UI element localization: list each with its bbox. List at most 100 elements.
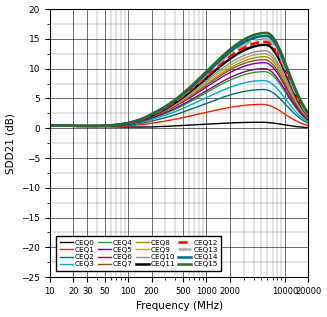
CEQ3 xyxy=(306,120,310,124)
CEQ13 xyxy=(94,124,98,128)
CEQ12 xyxy=(115,123,119,127)
CEQ5 xyxy=(90,124,94,128)
CEQ0 xyxy=(220,121,224,125)
CEQ8 xyxy=(221,71,225,74)
Line: CEQ0: CEQ0 xyxy=(50,122,308,128)
CEQ11 xyxy=(201,80,205,83)
CEQ12 xyxy=(306,113,310,117)
CEQ13 xyxy=(115,123,119,127)
CEQ4 xyxy=(165,111,169,115)
CEQ8 xyxy=(243,59,247,62)
CEQ15 xyxy=(264,31,268,35)
CEQ13 xyxy=(201,76,205,80)
CEQ14 xyxy=(48,123,52,127)
Line: CEQ8: CEQ8 xyxy=(50,57,308,126)
CEQ4 xyxy=(48,123,52,127)
CEQ5 xyxy=(48,123,52,127)
CEQ7 xyxy=(94,124,98,128)
CEQ9 xyxy=(165,107,169,111)
CEQ10 xyxy=(165,106,169,110)
CEQ8 xyxy=(263,55,267,59)
CEQ15 xyxy=(306,111,310,115)
CEQ15 xyxy=(165,103,169,107)
CEQ3 xyxy=(243,81,247,85)
CEQ12 xyxy=(48,123,52,127)
CEQ8 xyxy=(94,124,98,128)
CEQ1 xyxy=(261,102,265,106)
Line: CEQ3: CEQ3 xyxy=(50,81,308,126)
CEQ2 xyxy=(243,89,247,93)
Line: CEQ9: CEQ9 xyxy=(50,54,308,126)
CEQ4 xyxy=(243,73,247,76)
CEQ13 xyxy=(88,124,92,128)
CEQ3 xyxy=(262,79,266,82)
CEQ6 xyxy=(165,108,169,112)
CEQ7 xyxy=(165,108,169,112)
CEQ15 xyxy=(243,37,247,41)
CEQ7 xyxy=(306,117,310,121)
CEQ15 xyxy=(48,123,52,127)
CEQ0 xyxy=(165,124,169,128)
CEQ13 xyxy=(165,104,169,108)
CEQ1 xyxy=(221,107,225,111)
CEQ13 xyxy=(48,123,52,127)
CEQ9 xyxy=(263,52,267,56)
CEQ8 xyxy=(89,124,93,128)
Line: CEQ4: CEQ4 xyxy=(50,72,308,126)
CEQ15 xyxy=(94,124,98,128)
CEQ1 xyxy=(201,111,205,115)
CEQ12 xyxy=(243,45,247,49)
CEQ13 xyxy=(243,42,247,46)
CEQ3 xyxy=(94,124,98,128)
CEQ13 xyxy=(221,58,225,61)
CEQ11 xyxy=(115,123,119,127)
Line: CEQ5: CEQ5 xyxy=(50,69,308,126)
CEQ14 xyxy=(201,75,205,79)
CEQ1 xyxy=(101,124,105,128)
CEQ10 xyxy=(221,66,225,70)
CEQ7 xyxy=(115,123,119,127)
CEQ13 xyxy=(264,37,267,41)
CEQ12 xyxy=(165,105,169,109)
CEQ9 xyxy=(306,116,310,120)
Line: CEQ12: CEQ12 xyxy=(50,42,308,126)
CEQ9 xyxy=(115,123,119,127)
CEQ14 xyxy=(243,40,247,44)
Y-axis label: SDD21 (dB): SDD21 (dB) xyxy=(6,113,16,173)
CEQ9 xyxy=(48,123,52,127)
CEQ14 xyxy=(87,124,91,128)
CEQ6 xyxy=(94,124,98,128)
CEQ11 xyxy=(88,124,92,128)
CEQ6 xyxy=(115,123,119,127)
CEQ10 xyxy=(263,49,267,53)
CEQ1 xyxy=(48,123,52,127)
CEQ14 xyxy=(94,124,98,128)
CEQ7 xyxy=(48,123,52,127)
CEQ14 xyxy=(264,34,268,38)
Line: CEQ11: CEQ11 xyxy=(50,45,308,126)
CEQ10 xyxy=(115,123,119,127)
CEQ14 xyxy=(165,104,169,108)
CEQ6 xyxy=(48,123,52,127)
CEQ15 xyxy=(115,123,119,127)
CEQ11 xyxy=(264,43,267,47)
CEQ3 xyxy=(92,124,96,128)
CEQ5 xyxy=(94,124,98,128)
CEQ11 xyxy=(243,48,247,52)
CEQ8 xyxy=(201,85,205,89)
CEQ10 xyxy=(94,124,98,128)
CEQ1 xyxy=(243,103,247,107)
CEQ0 xyxy=(114,125,118,129)
CEQ5 xyxy=(306,118,310,122)
CEQ7 xyxy=(262,58,266,61)
CEQ1 xyxy=(115,124,119,128)
X-axis label: Frequency (MHz): Frequency (MHz) xyxy=(135,301,223,311)
CEQ5 xyxy=(262,67,266,71)
CEQ2 xyxy=(221,95,225,99)
CEQ0 xyxy=(259,120,263,124)
CEQ10 xyxy=(306,115,310,119)
Line: CEQ13: CEQ13 xyxy=(50,39,308,126)
CEQ5 xyxy=(221,79,225,83)
CEQ11 xyxy=(221,62,225,66)
CEQ6 xyxy=(243,64,247,68)
